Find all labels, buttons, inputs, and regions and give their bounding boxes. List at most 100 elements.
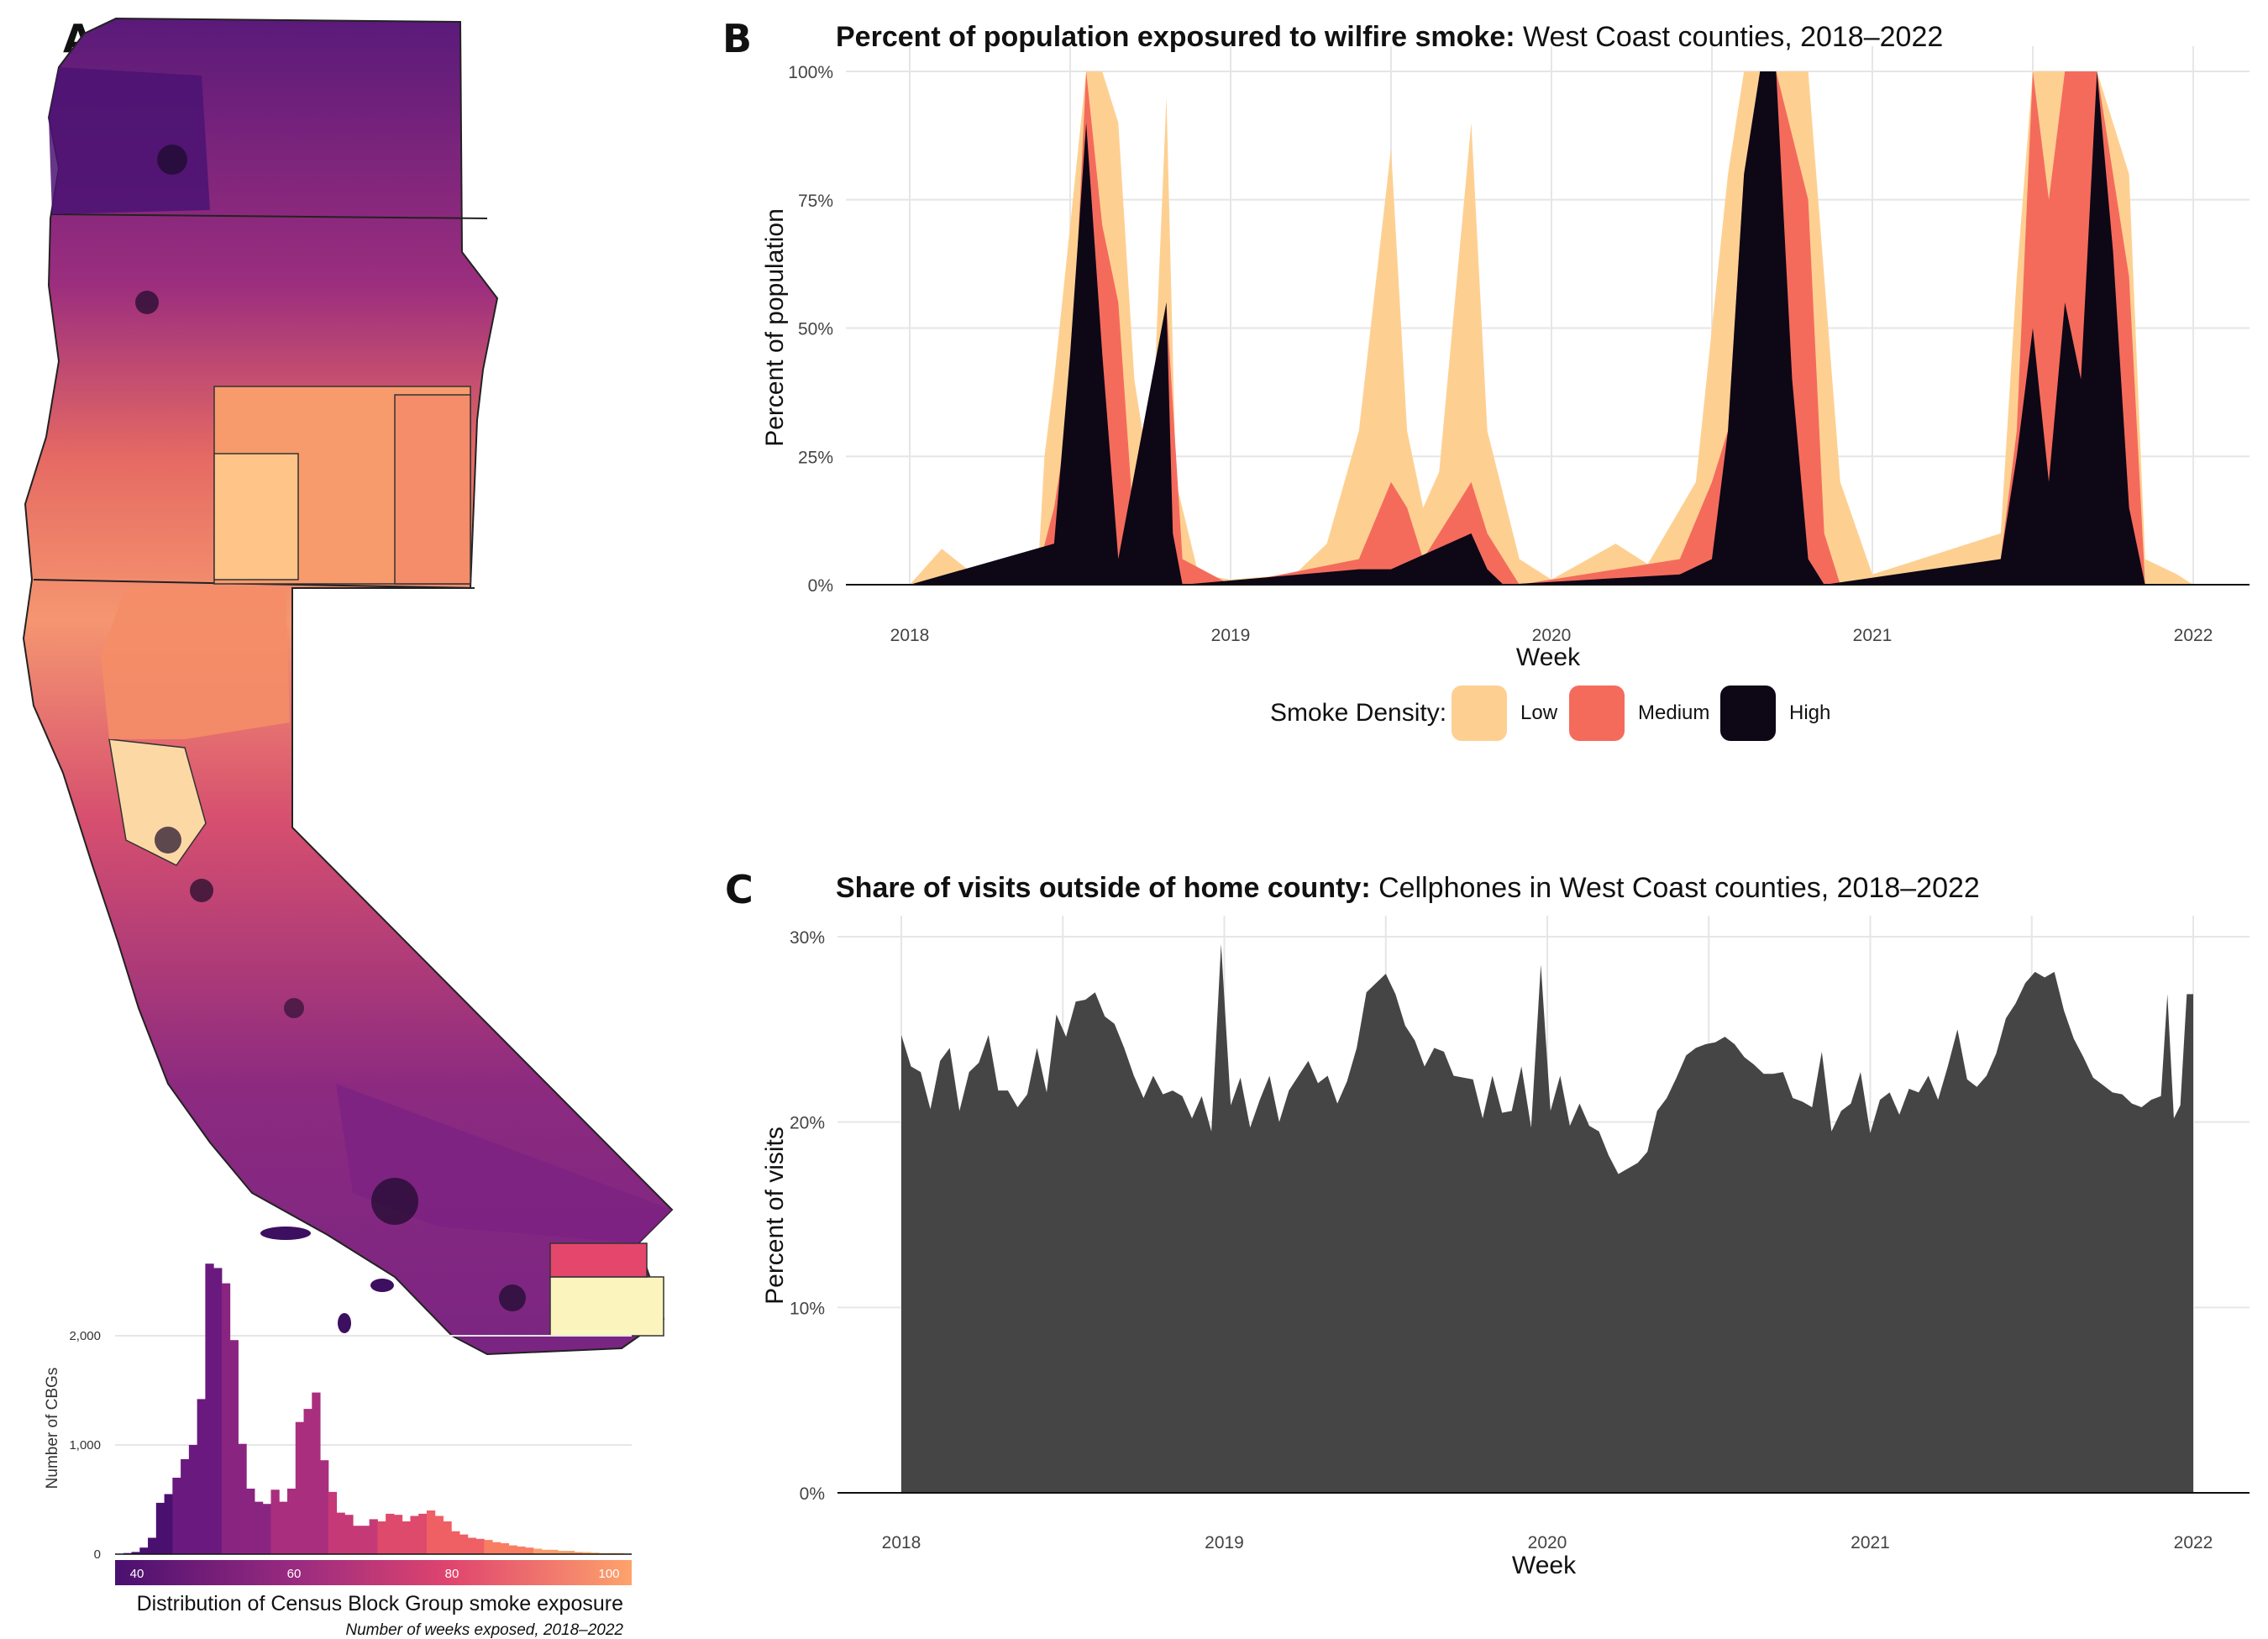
hist-bar-66 [328,1491,338,1554]
hist-bar-79 [434,1516,444,1554]
hist-ytick-0: 0 [94,1547,101,1562]
hist-bar-91 [533,1548,543,1554]
hist-bar-52 [213,1268,223,1554]
panel-c-title-rest: Cellphones in West Coast counties, 2018–… [1371,872,1980,904]
panel-c-areas [901,943,2193,1493]
hist-bar-90 [525,1547,534,1554]
panel-c-xlabel: Week [1512,1552,1577,1579]
hist-colorbar [115,1560,632,1585]
b-ytick: 25% [798,448,833,467]
hist-bar-57 [254,1501,264,1554]
c-xtick: 2020 [1528,1533,1567,1552]
hist-bar-93 [549,1549,559,1554]
hist-bar-76 [410,1516,419,1554]
hist-bar-58 [262,1504,271,1554]
legend-swatch-high [1720,686,1776,741]
panel-a: A [22,16,674,1639]
hist-bar-87 [500,1543,510,1554]
hist-bar-56 [246,1489,255,1554]
hist-bar-49 [188,1445,198,1554]
c-xtick: 2018 [882,1533,921,1552]
hist-bar-59 [270,1489,280,1554]
hist-bar-46 [164,1494,173,1554]
histogram: 0 1,000 2,000 Number of CBGs 40 60 80 10… [44,1263,633,1639]
b-xtick: 2021 [1853,626,1893,645]
panel-c-ylabel: Percent of visits [761,1127,789,1305]
hist-bar-43 [139,1547,149,1554]
panel-b-ticks: 0% 25% 50% 75% 100% 2018 2019 2020 2021 2022 [788,63,2213,645]
hist-bar-53 [221,1283,231,1554]
hist-subtitle: Number of weeks exposed, 2018–2022 [345,1621,623,1639]
b-xtick: 2020 [1532,626,1572,645]
panel-b-xlabel: Week [1516,644,1581,671]
hist-bar-42 [131,1552,140,1554]
c-area-visits [901,943,2193,1493]
hist-title: Distribution of Census Block Group smoke… [137,1592,623,1615]
hist-xtick-100: 100 [598,1567,619,1581]
hist-bar-68 [344,1515,354,1554]
hist-bar-85 [484,1540,493,1554]
panel-b-title: Percent of population exposured to wilfi… [836,21,1943,53]
panel-b-title-rest: West Coast counties, 2018–2022 [1515,21,1944,53]
hist-bar-65 [320,1460,329,1554]
hist-bar-96 [574,1552,583,1554]
hist-xtick-80: 80 [445,1567,459,1581]
panel-c-title-bold: Share of visits outside of home county: [836,872,1371,904]
panel-c-ticks: 0% 10% 20% 30% 2018 2019 2020 2021 2022 [790,928,2213,1552]
hist-ytick-2000: 2,000 [69,1329,101,1343]
b-xtick: 2018 [890,626,930,645]
panel-c: C Share of visits outside of home county… [725,867,2250,1579]
hist-bar-73 [386,1513,395,1554]
hist-bar-94 [558,1551,567,1554]
hist-bar-61 [287,1489,297,1554]
hist-xtick-40: 40 [130,1567,144,1581]
hist-bar-95 [565,1551,575,1554]
panel-c-title: Share of visits outside of home county: … [836,872,1980,904]
hist-bar-71 [369,1519,378,1554]
b-xtick: 2019 [1211,626,1251,645]
b-ytick: 75% [798,192,833,211]
hist-bar-82 [459,1534,469,1554]
legend-label-high: High [1789,701,1830,724]
hist-bar-50 [197,1399,206,1554]
hist-bar-60 [279,1501,288,1554]
hist-ytick-1000: 1,000 [69,1438,101,1453]
hist-bar-98 [591,1552,600,1554]
c-xtick: 2022 [2174,1533,2213,1552]
b-ytick: 50% [798,320,833,339]
b-ytick: 100% [788,63,833,82]
hist-ylabel: Number of CBGs [44,1368,61,1489]
c-ytick: 30% [790,928,825,948]
hist-bar-51 [205,1263,214,1554]
hist-bar-45 [155,1502,165,1554]
legend-label-low: Low [1520,701,1558,724]
hist-bar-63 [303,1409,312,1554]
hist-bar-86 [492,1542,501,1554]
panel-b-title-bold: Percent of population exposured to wilfi… [836,21,1515,53]
panel-b-ylabel: Percent of population [761,208,789,447]
hist-bar-78 [426,1510,436,1554]
hist-bar-89 [517,1546,526,1554]
legend-swatch-medium [1569,686,1625,741]
hist-bar-84 [475,1538,485,1554]
hist-bar-70 [360,1526,370,1554]
hist-bar-48 [181,1458,190,1554]
hist-bar-47 [172,1478,181,1554]
hist-bar-55 [238,1443,247,1554]
west-coast-choropleth-map [22,17,674,1356]
b-xtick: 2022 [2174,626,2213,645]
hist-bars [123,1263,633,1554]
panel-b-legend: Smoke Density: Low Medium High [1270,686,1830,741]
legend-swatch-low [1452,686,1507,741]
c-ytick: 20% [790,1114,825,1133]
panel-b: B Percent of population exposured to wil… [722,16,2250,741]
c-xtick: 2019 [1205,1533,1244,1552]
panel-b-letter: B [722,16,752,61]
legend-label-medium: Medium [1638,701,1709,724]
hist-bar-83 [467,1537,477,1554]
b-area-high [910,71,2193,585]
hist-bar-92 [541,1549,550,1554]
hist-bar-88 [508,1545,517,1554]
hist-bar-64 [312,1392,321,1554]
